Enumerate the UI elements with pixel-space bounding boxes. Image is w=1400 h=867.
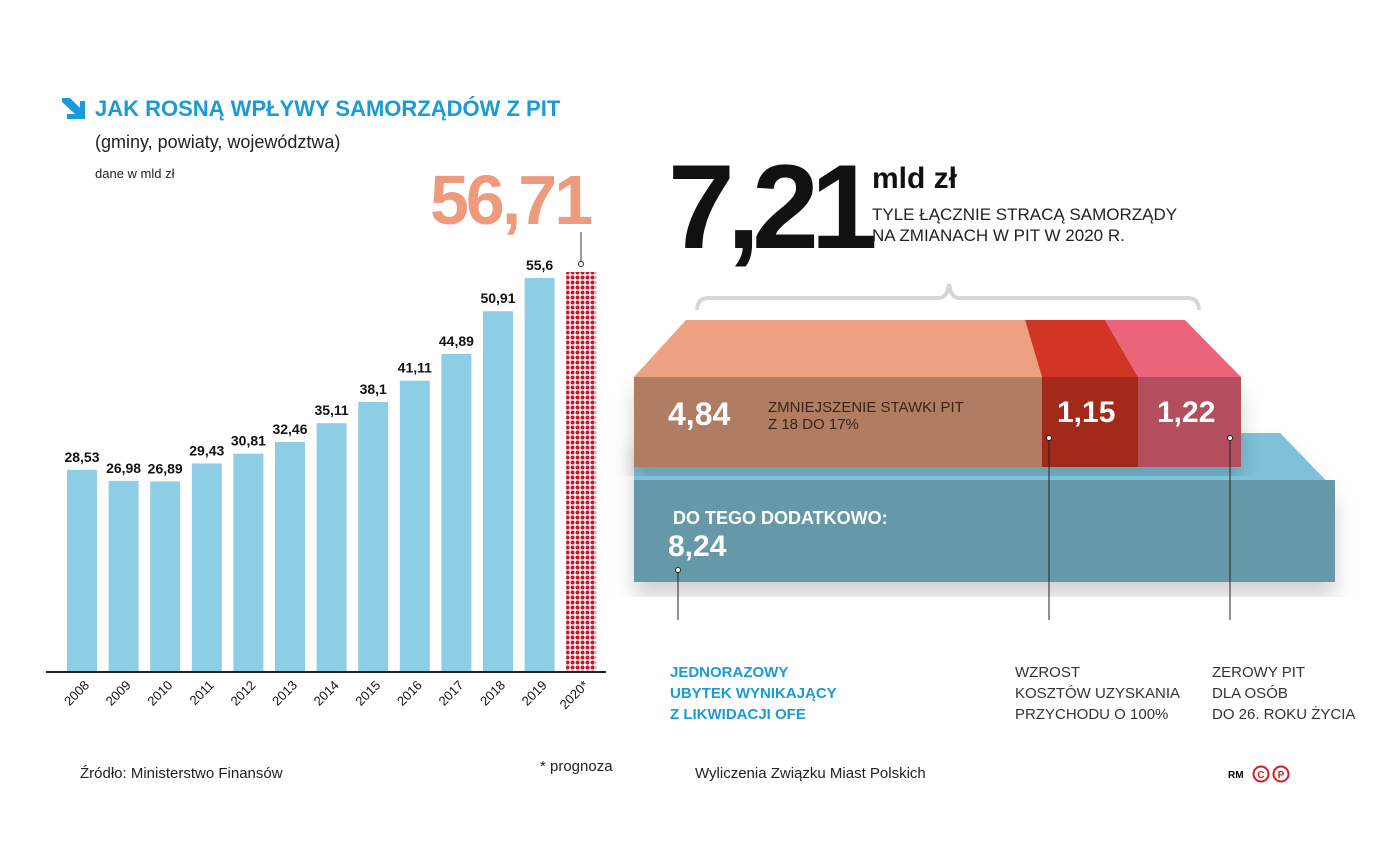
x-tick-label: 2013 (269, 678, 300, 709)
rate-block-top (634, 320, 1042, 377)
zero-pit-block-top (1105, 320, 1241, 377)
bar (358, 402, 389, 672)
data-label: 32,46 (272, 421, 307, 437)
svg-text:P: P (1278, 770, 1285, 781)
total-loss-value: 7,21 (668, 140, 878, 274)
bar (233, 453, 264, 672)
x-tick-label: 2016 (394, 678, 425, 709)
data-label: 26,89 (148, 460, 183, 476)
bar-forecast (566, 272, 597, 672)
bar (108, 480, 139, 672)
x-tick-label: 2009 (103, 678, 134, 709)
data-label: 28,53 (64, 449, 99, 465)
data-label: 26,98 (106, 460, 141, 476)
total-loss-unit: mld zł (872, 162, 958, 195)
costs-loss-value: 1,15 (1057, 396, 1116, 429)
x-tick-label: 2020* (557, 678, 592, 713)
unit-label: dane w mld zł (95, 166, 175, 181)
arrow-down-right-icon (62, 98, 85, 119)
bar (150, 481, 181, 672)
rate-block (634, 377, 1042, 467)
x-tick-label: 2012 (227, 678, 258, 709)
label-line: Z 18 DO 17% (768, 416, 859, 433)
loss-blocks (634, 283, 1335, 620)
callout-line: DO 26. ROKU ŻYCIA (1212, 706, 1356, 723)
label-line: ZMNIEJSZENIE STAWKI PIT (768, 399, 964, 416)
bar (441, 353, 472, 672)
chart-title: JAK ROSNĄ WPŁYWY SAMORZĄDÓW Z PIT (95, 96, 561, 121)
bar (67, 469, 97, 672)
ofe-callout: JEDNORAZOWY UBYTEK WYNIKAJĄCY Z LIKWIDACJI… (670, 662, 837, 725)
ofe-block (634, 480, 1335, 582)
bar (524, 278, 555, 672)
bar (191, 463, 222, 672)
x-tick-label: 2019 (519, 678, 550, 709)
author: RM (1228, 770, 1244, 781)
callout-line: DLA OSÓB (1212, 685, 1288, 702)
forecast-leader-dot (578, 261, 584, 267)
x-tick-label: 2015 (352, 678, 383, 709)
x-tick-label: 2014 (311, 678, 342, 709)
callout-line: Z LIKWIDACJI OFE (670, 706, 806, 723)
x-tick-label: 2018 (477, 678, 508, 709)
x-tick-label: 2008 (61, 678, 92, 709)
zero-pit-block (1138, 377, 1241, 467)
costs-callout: WZROST KOSZTÓW UZYSKANIA PRZYCHODU O 100% (1015, 662, 1180, 725)
callout-line: PRZYCHODU O 100% (1015, 706, 1169, 723)
total-loss-description: TYLE ŁĄCZNIE STRACĄ SAMORZĄDY NA ZMIANACH… (872, 204, 1177, 246)
calculation-source: Wyliczenia Związku Miast Polskich (695, 765, 926, 782)
bar (316, 423, 347, 672)
callout-line: UBYTEK WYNIKAJĄCY (670, 685, 837, 702)
data-label: 30,81 (231, 433, 266, 449)
ofe-label: DO TEGO DODATKOWO: (673, 508, 888, 528)
x-tick-label: 2017 (435, 678, 466, 709)
zero-pit-callout: ZEROWY PIT DLA OSÓB DO 26. ROKU ŻYCIA (1212, 662, 1355, 725)
data-label: 55,6 (526, 257, 553, 273)
forecast-note: * prognoza (540, 758, 613, 775)
source: Źródło: Ministerstwo Finansów (80, 765, 283, 782)
callout-line: KOSZTÓW UZYSKANIA (1015, 685, 1181, 702)
data-label: 38,1 (360, 381, 387, 397)
x-tick-label: 2010 (144, 678, 175, 709)
bar-chart: 28,53 2008 26,98 2009 26,89 2010 29,43 2011 30,8… (46, 232, 606, 713)
chart-subtitle: (gminy, powiaty, województwa) (95, 132, 341, 152)
data-label: 44,89 (439, 333, 474, 349)
brace (695, 283, 1201, 311)
desc-line: TYLE ŁĄCZNIE STRACĄ SAMORZĄDY (872, 205, 1178, 224)
data-label: 29,43 (189, 442, 224, 458)
bar (399, 380, 430, 672)
callout-line: JEDNORAZOWY (670, 664, 789, 681)
ofe-value: 8,24 (668, 530, 727, 563)
svg-text:C: C (1257, 770, 1264, 781)
rate-loss-label: ZMNIEJSZENIE STAWKI PIT Z 18 DO 17% (768, 399, 964, 433)
forecast-value: 56,71 (430, 161, 593, 239)
costs-block-top (1025, 320, 1138, 377)
data-label: 35,11 (314, 402, 348, 418)
rate-loss-value: 4,84 (668, 396, 731, 432)
bar (483, 311, 513, 672)
data-label: 50,91 (480, 290, 515, 306)
data-label: 41,11 (398, 360, 432, 376)
callout-line: ZEROWY PIT (1212, 664, 1306, 681)
x-tick-label: 2011 (187, 678, 217, 708)
bar (275, 441, 305, 672)
desc-line: NA ZMIANACH W PIT W 2020 R. (872, 226, 1125, 245)
zero-pit-loss-value: 1,22 (1157, 396, 1216, 429)
callout-line: WZROST (1015, 664, 1080, 681)
costs-block (1042, 377, 1138, 467)
